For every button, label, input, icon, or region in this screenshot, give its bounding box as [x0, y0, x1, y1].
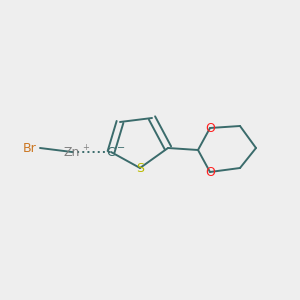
Text: C: C [106, 146, 116, 158]
Text: Br: Br [22, 142, 36, 154]
Text: +: + [82, 142, 89, 152]
Text: O: O [205, 166, 215, 178]
Text: S: S [136, 161, 144, 175]
Text: O: O [205, 122, 215, 134]
Text: Zn: Zn [64, 146, 80, 158]
Text: −: − [117, 143, 125, 153]
